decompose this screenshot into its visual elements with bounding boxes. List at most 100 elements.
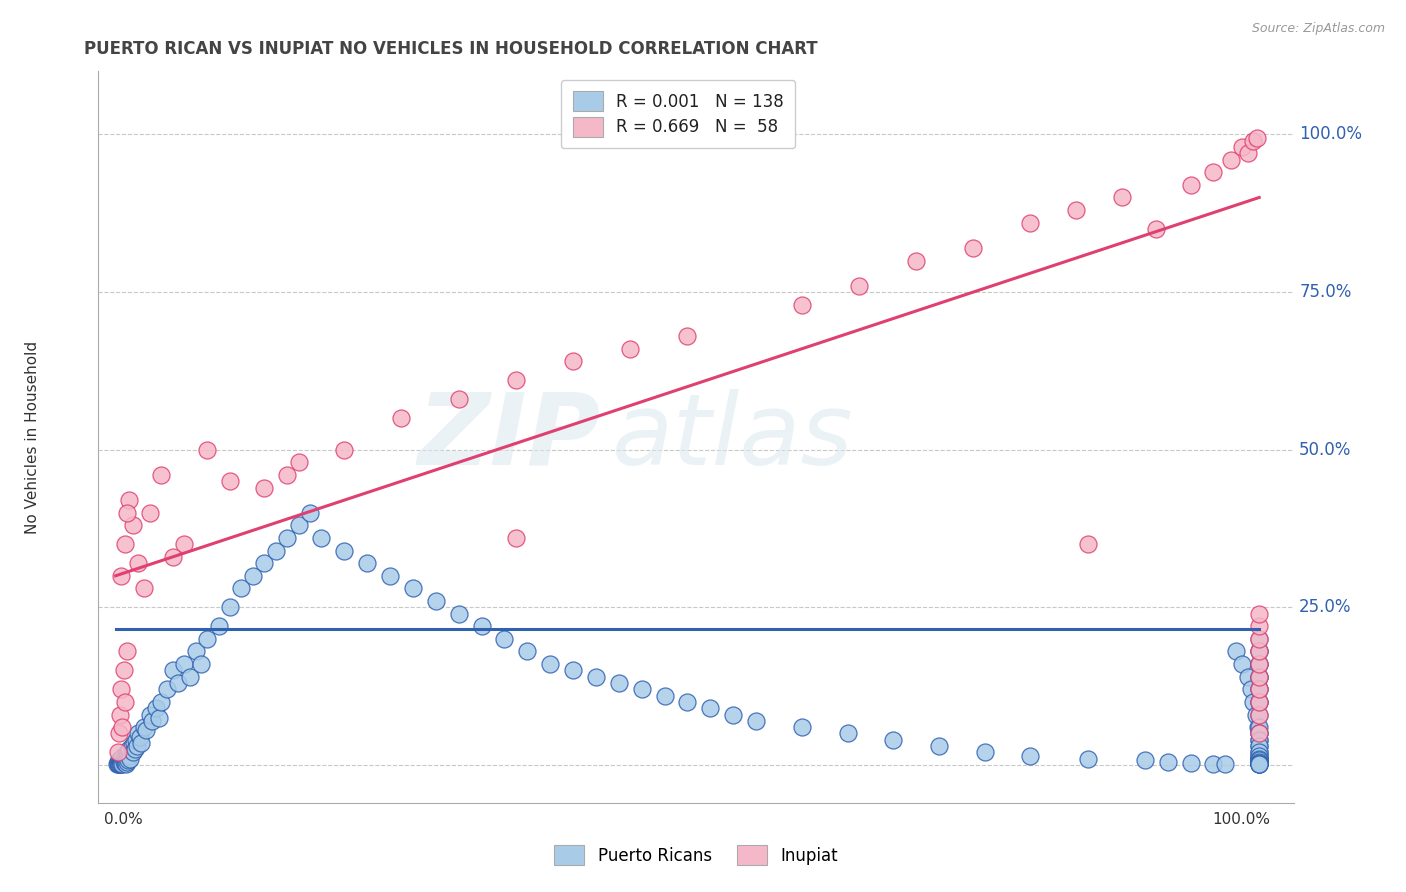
Point xyxy=(167,676,190,690)
Point xyxy=(1249,745,1271,759)
Point xyxy=(1249,644,1271,658)
Point xyxy=(1249,756,1271,770)
Point xyxy=(127,726,149,740)
Point xyxy=(195,442,218,457)
Point xyxy=(1077,752,1099,766)
Point xyxy=(190,657,212,671)
Point xyxy=(619,342,641,356)
Point xyxy=(425,594,447,608)
Point xyxy=(117,753,139,767)
Point xyxy=(1249,745,1271,759)
Point xyxy=(173,537,195,551)
Point xyxy=(139,707,162,722)
Point xyxy=(1243,695,1265,709)
Point xyxy=(108,753,131,767)
Point xyxy=(231,582,253,596)
Point xyxy=(882,732,904,747)
Point xyxy=(1249,753,1271,767)
Point xyxy=(1249,757,1271,772)
Text: 75.0%: 75.0% xyxy=(1299,283,1351,301)
Point xyxy=(287,518,309,533)
Point xyxy=(115,757,138,772)
Point xyxy=(1202,165,1225,179)
Point xyxy=(108,757,131,772)
Point xyxy=(276,467,298,482)
Text: 100.0%: 100.0% xyxy=(1299,126,1362,144)
Point xyxy=(162,664,184,678)
Text: ZIP: ZIP xyxy=(418,389,600,485)
Text: 25.0%: 25.0% xyxy=(1299,599,1351,616)
Point xyxy=(1240,682,1263,697)
Point xyxy=(333,543,356,558)
Point xyxy=(1249,670,1271,684)
Point xyxy=(112,753,135,767)
Point xyxy=(1236,146,1258,161)
Point xyxy=(125,732,148,747)
Point xyxy=(264,543,287,558)
Point xyxy=(1230,657,1253,671)
Point xyxy=(1249,748,1271,763)
Point xyxy=(447,392,470,407)
Point xyxy=(114,695,136,709)
Point xyxy=(721,707,744,722)
Point xyxy=(562,354,585,368)
Point xyxy=(1249,732,1271,747)
Point xyxy=(114,537,136,551)
Point xyxy=(391,411,413,425)
Point xyxy=(114,752,136,766)
Point xyxy=(1249,657,1271,671)
Point xyxy=(128,730,150,744)
Point xyxy=(141,714,163,728)
Point xyxy=(118,742,141,756)
Point xyxy=(333,442,356,457)
Point xyxy=(1249,752,1271,766)
Point xyxy=(562,664,585,678)
Point xyxy=(184,644,207,658)
Point xyxy=(905,253,928,268)
Point xyxy=(1225,644,1247,658)
Point xyxy=(110,754,132,768)
Point xyxy=(1019,748,1042,763)
Point xyxy=(110,682,132,697)
Point xyxy=(1133,753,1156,767)
Point xyxy=(121,745,143,759)
Point xyxy=(1202,756,1225,771)
Point xyxy=(973,745,995,759)
Point xyxy=(516,644,538,658)
Text: 100.0%: 100.0% xyxy=(1212,813,1271,827)
Point xyxy=(1249,739,1271,753)
Point xyxy=(1249,756,1271,771)
Point xyxy=(928,739,950,753)
Point xyxy=(745,714,768,728)
Point xyxy=(356,556,378,570)
Point xyxy=(156,682,179,697)
Point xyxy=(276,531,298,545)
Point xyxy=(298,506,321,520)
Point xyxy=(654,689,676,703)
Point xyxy=(848,278,870,293)
Point xyxy=(107,745,129,759)
Point xyxy=(110,752,132,766)
Point xyxy=(111,750,134,764)
Point xyxy=(115,754,138,768)
Point xyxy=(219,474,242,488)
Point xyxy=(108,756,131,771)
Point xyxy=(150,695,173,709)
Point xyxy=(630,682,652,697)
Point xyxy=(1249,632,1271,646)
Text: Source: ZipAtlas.com: Source: ZipAtlas.com xyxy=(1251,22,1385,36)
Point xyxy=(1249,695,1271,709)
Point xyxy=(676,329,699,343)
Point xyxy=(207,619,229,633)
Point xyxy=(837,726,859,740)
Point xyxy=(311,531,333,545)
Point xyxy=(505,531,527,545)
Point xyxy=(1019,216,1042,230)
Text: atlas: atlas xyxy=(613,389,853,485)
Point xyxy=(1249,755,1271,769)
Point xyxy=(111,756,134,771)
Point xyxy=(1230,140,1253,154)
Point xyxy=(1249,657,1271,671)
Point xyxy=(107,755,129,769)
Point xyxy=(115,755,138,769)
